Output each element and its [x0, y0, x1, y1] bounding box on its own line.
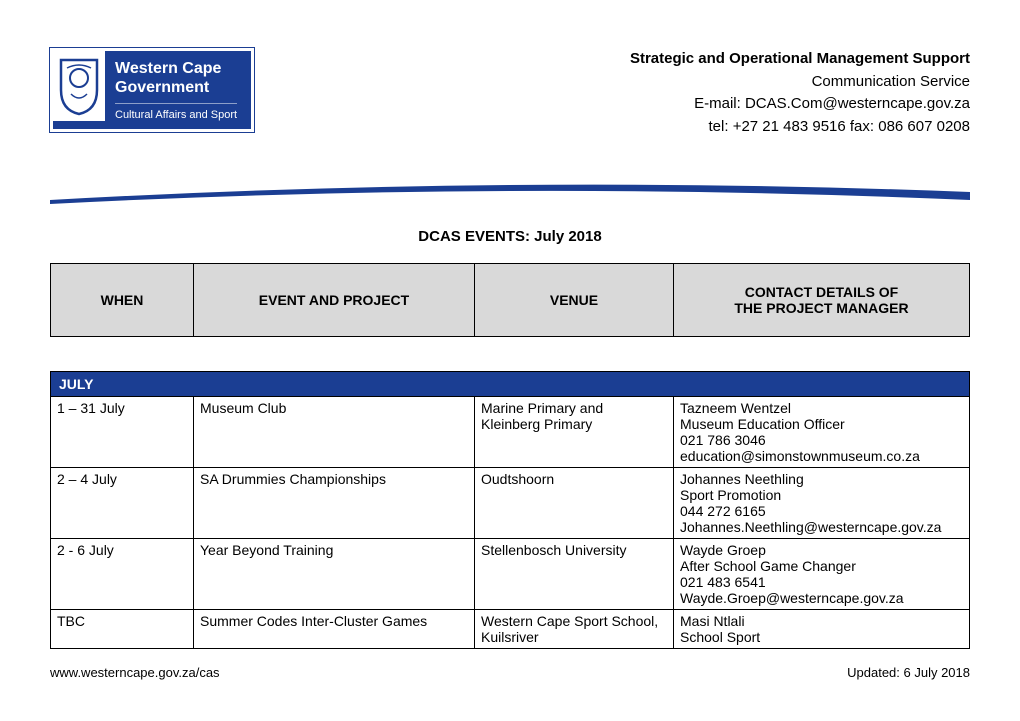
cell-event: Year Beyond Training	[194, 539, 475, 610]
cell-venue: Oudtshoorn	[475, 468, 674, 539]
table-row: 2 – 4 JulySA Drummies ChampionshipsOudts…	[51, 468, 970, 539]
cell-contact: Johannes NeethlingSport Promotion044 272…	[674, 468, 970, 539]
cell-event: SA Drummies Championships	[194, 468, 475, 539]
cell-event: Museum Club	[194, 397, 475, 468]
cell-contact: Wayde GroepAfter School Game Changer021 …	[674, 539, 970, 610]
header-contact-block: Strategic and Operational Management Sup…	[630, 48, 970, 138]
column-header-table: WHEN EVENT AND PROJECT VENUE CONTACT DET…	[50, 263, 970, 337]
document-title: DCAS EVENTS: July 2018	[50, 228, 970, 245]
divider-swoosh	[50, 182, 970, 206]
col-header-venue: VENUE	[475, 264, 674, 337]
cell-when: 2 - 6 July	[51, 539, 194, 610]
table-row: TBCSummer Codes Inter-Cluster GamesWeste…	[51, 610, 970, 649]
header-title: Strategic and Operational Management Sup…	[630, 48, 970, 71]
cell-contact: Masi NtlaliSchool Sport	[674, 610, 970, 649]
logo: Western Cape Government Cultural Affairs…	[50, 48, 254, 132]
month-header: JULY	[51, 372, 970, 397]
table-row: 2 - 6 JulyYear Beyond TrainingStellenbos…	[51, 539, 970, 610]
header-subtitle: Communication Service	[630, 71, 970, 94]
logo-subtitle: Cultural Affairs and Sport	[115, 103, 237, 122]
cell-venue: Western Cape Sport School,Kuilsriver	[475, 610, 674, 649]
logo-crest-icon	[53, 51, 105, 121]
logo-title-1: Western Cape	[115, 59, 237, 78]
col-header-when: WHEN	[51, 264, 194, 337]
col-header-contact: CONTACT DETAILS OF THE PROJECT MANAGER	[674, 264, 970, 337]
cell-when: 1 – 31 July	[51, 397, 194, 468]
table-row: 1 – 31 JulyMuseum ClubMarine Primary and…	[51, 397, 970, 468]
header-email: E-mail: DCAS.Com@westerncape.gov.za	[630, 93, 970, 116]
cell-when: 2 – 4 July	[51, 468, 194, 539]
cell-event: Summer Codes Inter-Cluster Games	[194, 610, 475, 649]
cell-when: TBC	[51, 610, 194, 649]
cell-venue: Marine Primary andKleinberg Primary	[475, 397, 674, 468]
cell-contact: Tazneem WentzelMuseum Education Officer0…	[674, 397, 970, 468]
events-table: JULY 1 – 31 JulyMuseum ClubMarine Primar…	[50, 371, 970, 649]
header-tel-fax: tel: +27 21 483 9516 fax: 086 607 0208	[630, 116, 970, 139]
cell-venue: Stellenbosch University	[475, 539, 674, 610]
footer-url: www.westerncape.gov.za/cas	[50, 665, 220, 680]
footer-updated: Updated: 6 July 2018	[847, 665, 970, 680]
logo-title-2: Government	[115, 78, 237, 97]
col-header-event: EVENT AND PROJECT	[194, 264, 475, 337]
